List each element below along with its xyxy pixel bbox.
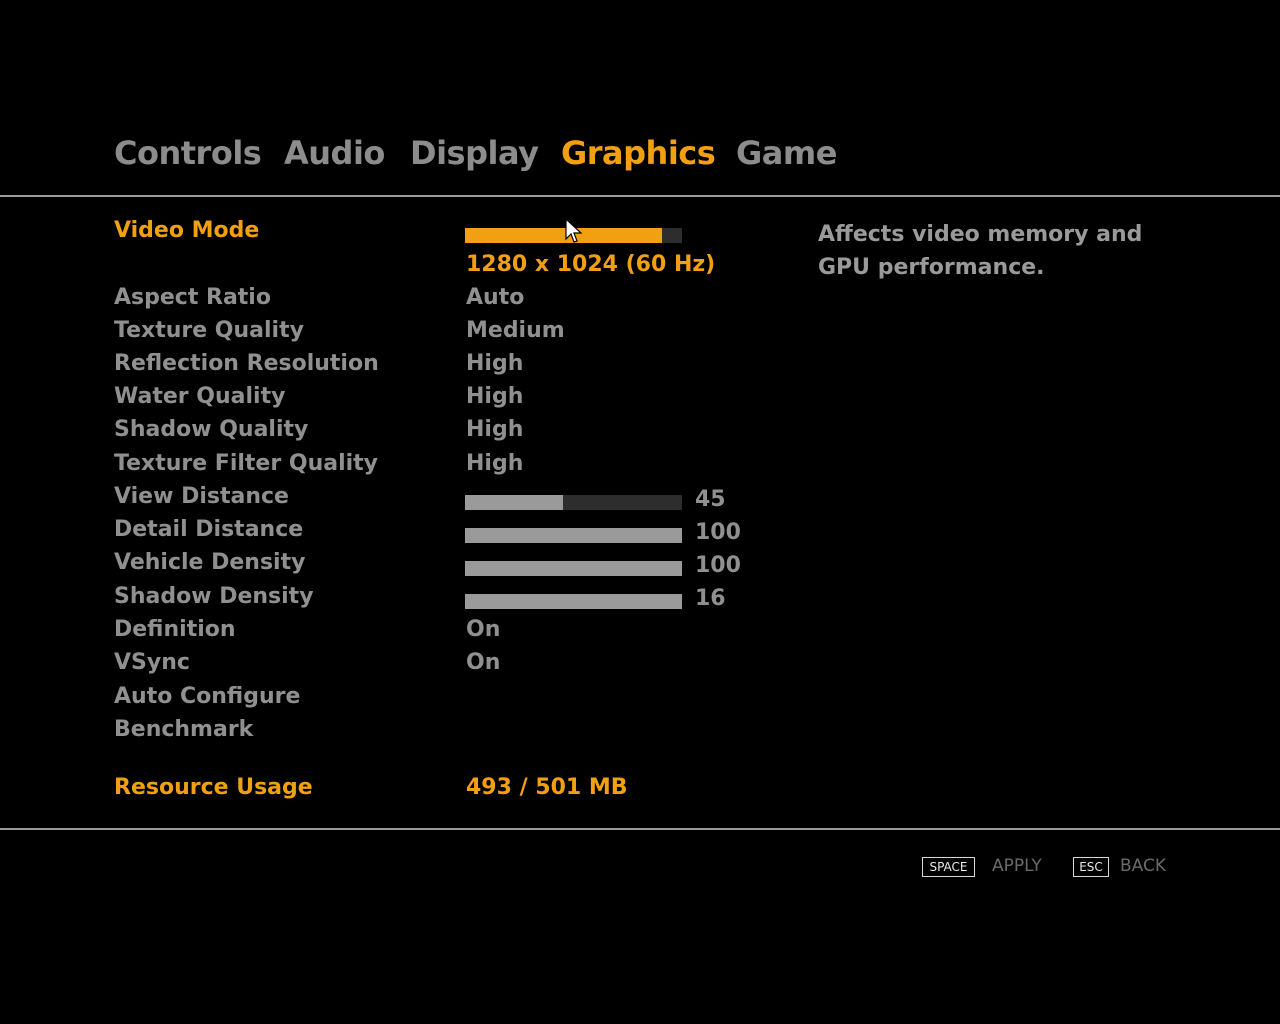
- video-mode-label[interactable]: Video Mode: [114, 218, 260, 243]
- video-mode-value: 1280 x 1024 (60 Hz): [466, 252, 716, 277]
- vsync-value: On: [466, 650, 501, 675]
- vehicle-density-label[interactable]: Vehicle Density: [114, 550, 306, 575]
- shadow-density-label[interactable]: Shadow Density: [114, 584, 314, 609]
- tab-game[interactable]: Game: [736, 134, 837, 172]
- definition-value: On: [466, 617, 501, 642]
- tab-graphics[interactable]: Graphics: [561, 134, 716, 172]
- resource-usage-label: Resource Usage: [114, 775, 313, 800]
- reflection-resolution-label[interactable]: Reflection Resolution: [114, 351, 379, 376]
- shadow-density-value: 16: [695, 586, 726, 611]
- view-distance-value: 45: [695, 487, 726, 512]
- aspect-ratio-label[interactable]: Aspect Ratio: [114, 285, 271, 310]
- bottom-divider: [0, 828, 1280, 830]
- vehicle-density-slider[interactable]: [465, 561, 682, 576]
- texture-filter-quality-label[interactable]: Texture Filter Quality: [114, 451, 379, 476]
- vehicle-density-value: 100: [695, 553, 741, 578]
- mouse-pointer-icon: [565, 218, 583, 243]
- aspect-ratio-value: Auto: [466, 285, 525, 310]
- view-distance-slider[interactable]: [465, 495, 682, 510]
- auto-configure-button[interactable]: Auto Configure: [114, 684, 301, 709]
- top-divider: [0, 195, 1280, 197]
- reflection-resolution-value: High: [466, 351, 524, 376]
- tab-display[interactable]: Display: [410, 134, 539, 172]
- texture-quality-value: Medium: [466, 318, 565, 343]
- detail-distance-value: 100: [695, 520, 741, 545]
- shadow-density-slider-fill: [465, 594, 682, 609]
- shadow-quality-label[interactable]: Shadow Quality: [114, 417, 309, 442]
- space-key-hint[interactable]: SPACE: [922, 857, 975, 877]
- back-button[interactable]: BACK: [1120, 856, 1167, 876]
- detail-distance-slider-fill: [465, 528, 682, 543]
- vehicle-density-slider-fill: [465, 561, 682, 576]
- texture-filter-quality-value: High: [466, 451, 524, 476]
- shadow-quality-value: High: [466, 417, 524, 442]
- view-distance-label[interactable]: View Distance: [114, 484, 289, 509]
- shadow-density-slider[interactable]: [465, 594, 682, 609]
- resource-usage-value: 493 / 501 MB: [466, 775, 628, 800]
- vsync-label[interactable]: VSync: [114, 650, 190, 675]
- esc-key-hint[interactable]: ESC: [1073, 857, 1109, 877]
- water-quality-value: High: [466, 384, 524, 409]
- texture-quality-label[interactable]: Texture Quality: [114, 318, 304, 343]
- tab-audio[interactable]: Audio: [284, 134, 385, 172]
- apply-button[interactable]: APPLY: [992, 856, 1042, 876]
- benchmark-button[interactable]: Benchmark: [114, 717, 254, 742]
- detail-distance-label[interactable]: Detail Distance: [114, 517, 304, 542]
- view-distance-slider-fill: [465, 495, 563, 510]
- video-mode-slider-fill: [465, 228, 663, 243]
- detail-distance-slider[interactable]: [465, 528, 682, 543]
- definition-label[interactable]: Definition: [114, 617, 236, 642]
- tab-controls[interactable]: Controls: [114, 134, 262, 172]
- water-quality-label[interactable]: Water Quality: [114, 384, 286, 409]
- setting-description: Affects video memory and GPU performance…: [818, 222, 1143, 280]
